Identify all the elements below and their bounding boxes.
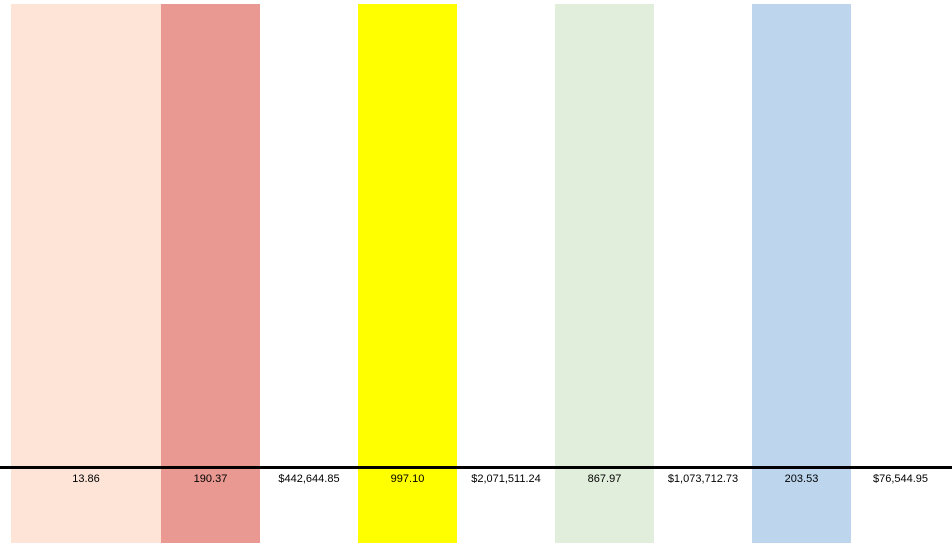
column-fill-6 [555, 4, 654, 543]
cell-value-5[interactable]: $2,071,511.24 [471, 473, 541, 485]
column-fill-2 [161, 4, 260, 543]
cell-value-3[interactable]: $442,644.85 [278, 473, 340, 485]
cell-value-1[interactable]: 13.86 [72, 473, 100, 485]
cell-value-2[interactable]: 190.37 [193, 473, 228, 485]
column-fill-1 [11, 4, 161, 543]
cell-value-8[interactable]: 203.53 [784, 473, 819, 485]
cell-value-6[interactable]: 867.97 [587, 473, 622, 485]
cell-value-7[interactable]: $1,073,712.73 [667, 473, 739, 485]
column-fill-8 [752, 4, 851, 543]
border-rule [0, 466, 952, 469]
cell-value-4[interactable]: 997.10 [390, 473, 425, 485]
cell-value-9[interactable]: $76,544.95 [872, 473, 929, 485]
column-fill-4 [358, 4, 457, 543]
